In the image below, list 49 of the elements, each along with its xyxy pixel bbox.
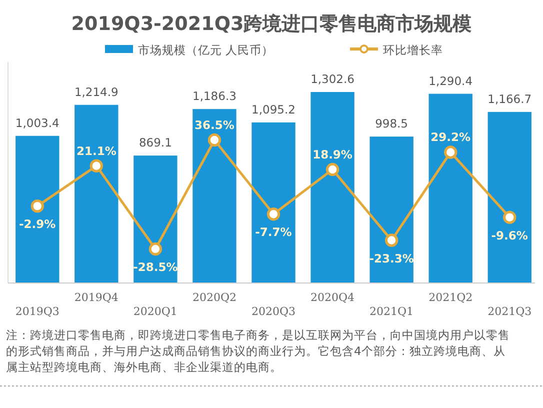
data-label: 1,003.4: [15, 116, 60, 130]
bar: [488, 112, 532, 283]
bar: [370, 136, 414, 283]
chart-title: 2019Q3-2021Q3跨境进口零售电商市场规模: [71, 13, 472, 35]
legend-label: 市场规模（亿元 人民币）: [138, 43, 274, 57]
data-label: -9.6%: [491, 228, 528, 242]
x-tick-label: 2019Q4: [74, 291, 118, 304]
data-label: 1,214.9: [74, 84, 118, 99]
data-label: -23.3%: [369, 251, 414, 266]
point: [444, 146, 458, 159]
x-tick-label: 2021Q1: [370, 305, 414, 318]
data-label: -28.5%: [133, 260, 178, 274]
bar: [310, 92, 354, 283]
text: 注：跨境进口零售电商，即跨境进口零售电子商务，是以互联网为平台，向中国境内用户以零售的形式销售商品，并与用户达成商品销售协议的商业行为。它包含4个部分：独立跨境电商、从属主站型跨境电商、海外电商、非企业渠道的电商。: [6, 328, 510, 374]
x-tick-label: 2020Q4: [310, 291, 355, 304]
x-tick-label: 2021Q3: [488, 305, 532, 318]
point: [90, 159, 104, 172]
data-label: 1,302.6: [310, 72, 354, 86]
point: [148, 242, 162, 256]
x-tick-label: 2019Q3: [15, 305, 60, 318]
bar: [134, 156, 178, 283]
bar: [252, 122, 296, 283]
bar: [428, 94, 472, 283]
legend-label: 环比增长率: [383, 43, 443, 57]
data-label: 998.5: [375, 116, 408, 131]
data-label: 869.1: [138, 136, 172, 150]
data-label: 1,290.4: [428, 74, 473, 88]
data-label: -7.7%: [255, 225, 292, 240]
x-tick-label: 2020Q1: [133, 305, 178, 318]
bar: [74, 104, 118, 283]
point: [30, 199, 44, 213]
x-tick-label: 2020Q2: [192, 291, 236, 304]
point: [326, 162, 340, 176]
point: [384, 234, 398, 247]
data-label: 36.5%: [194, 118, 235, 132]
point: [208, 133, 222, 147]
x-tick-label: 2020Q3: [251, 305, 296, 318]
data-label: 21.1%: [76, 144, 117, 158]
point: [503, 210, 516, 224]
data-label: 18.9%: [312, 148, 353, 162]
data-label: 29.2%: [430, 130, 472, 144]
data-label: 1,166.7: [488, 92, 532, 106]
bar: [192, 109, 236, 283]
point: [266, 208, 280, 221]
data-label: 1,186.3: [192, 89, 236, 104]
data-label: -2.9%: [19, 217, 56, 232]
data-label: 1,095.2: [252, 102, 296, 116]
x-tick-label: 2021Q2: [428, 291, 473, 304]
bar: [16, 136, 60, 283]
